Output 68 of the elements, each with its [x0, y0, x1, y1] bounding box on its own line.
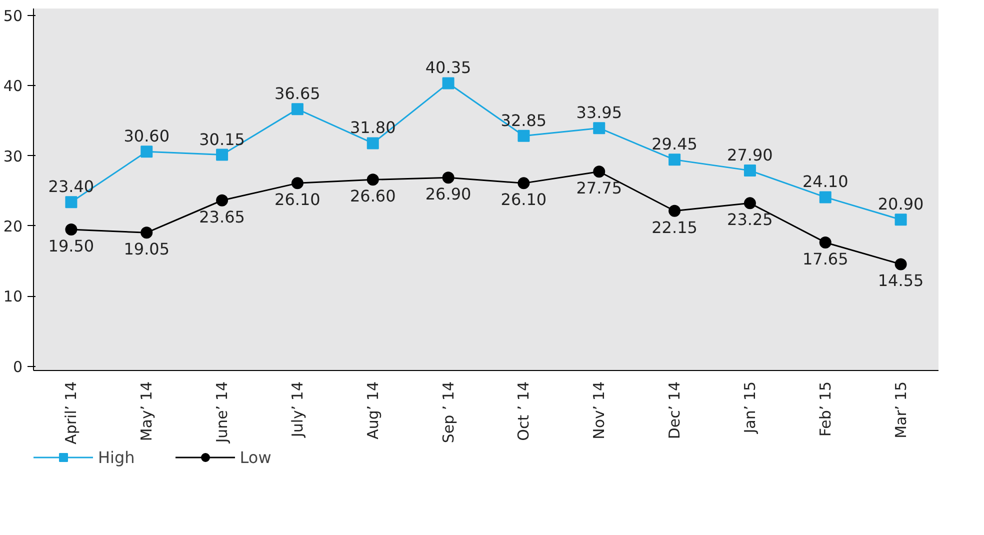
legend-label: Low [240, 448, 272, 466]
data-label: 27.75 [576, 178, 622, 198]
data-label: 30.15 [199, 130, 245, 149]
point [593, 166, 606, 178]
point [518, 130, 530, 142]
point [65, 196, 78, 208]
y-tick-label: 0 [12, 358, 23, 376]
point [442, 77, 454, 90]
x-tick-label: July’ 14 [288, 381, 306, 438]
point [140, 226, 153, 239]
data-label: 32.85 [500, 110, 547, 130]
data-label: 23.65 [199, 207, 245, 226]
legend-label: High [98, 448, 135, 466]
y-tick-label: 40 [3, 77, 23, 96]
data-label: 23.25 [727, 210, 773, 230]
point [518, 177, 530, 190]
data-label: 17.65 [802, 249, 848, 268]
x-tick-label: Jan’ 15 [740, 381, 759, 434]
point [291, 103, 304, 116]
data-label: 30.60 [124, 126, 170, 146]
point [140, 146, 153, 158]
data-label: 29.45 [652, 134, 698, 154]
point [216, 148, 228, 161]
x-tick-label: Dec’ 14 [666, 381, 684, 440]
point [668, 204, 681, 217]
x-tick-label: May’ 14 [138, 381, 156, 442]
point [819, 236, 832, 248]
data-label: 40.35 [425, 58, 472, 78]
point [65, 224, 78, 236]
data-label: 26.90 [425, 184, 472, 204]
point [744, 197, 756, 210]
data-label: 33.95 [576, 103, 622, 122]
data-label: 19.50 [48, 236, 94, 256]
data-label: 23.40 [48, 177, 94, 196]
data-label: 20.90 [878, 194, 924, 214]
x-tick-label: Mar’ 15 [892, 381, 910, 438]
point [894, 258, 907, 270]
x-tick-label: Feb’ 15 [816, 381, 834, 437]
point [668, 154, 681, 166]
data-label: 19.05 [124, 240, 170, 259]
point [593, 122, 606, 134]
y-tick-label: 20 [3, 217, 23, 236]
point [291, 177, 304, 190]
point [366, 174, 379, 186]
point [819, 191, 832, 204]
data-label: 36.65 [274, 84, 320, 104]
data-label: 31.80 [350, 118, 396, 138]
data-label: 27.90 [727, 146, 773, 165]
x-tick-label: Nov’ 14 [590, 381, 608, 440]
point [894, 214, 907, 226]
y-tick-label: 10 [3, 288, 23, 306]
point [366, 137, 379, 150]
x-tick-label: Sep ’ 14 [439, 381, 458, 444]
data-label: 24.10 [802, 172, 848, 192]
data-label: 26.10 [274, 190, 320, 210]
x-tick-label: Oct ’ 14 [514, 382, 533, 441]
y-tick-label: 30 [3, 147, 23, 166]
y-tick-label: 50 [3, 7, 23, 26]
point [442, 172, 454, 184]
data-label: 22.15 [652, 218, 698, 237]
x-tick-label: Aug’ 14 [364, 381, 382, 440]
data-label: 26.10 [500, 190, 547, 210]
point [216, 194, 228, 206]
point [744, 164, 756, 177]
data-label: 26.60 [350, 186, 396, 206]
x-tick-label: June’ 14 [213, 381, 232, 444]
x-tick-label: April’ 14 [62, 381, 80, 444]
data-label: 14.55 [878, 271, 924, 290]
